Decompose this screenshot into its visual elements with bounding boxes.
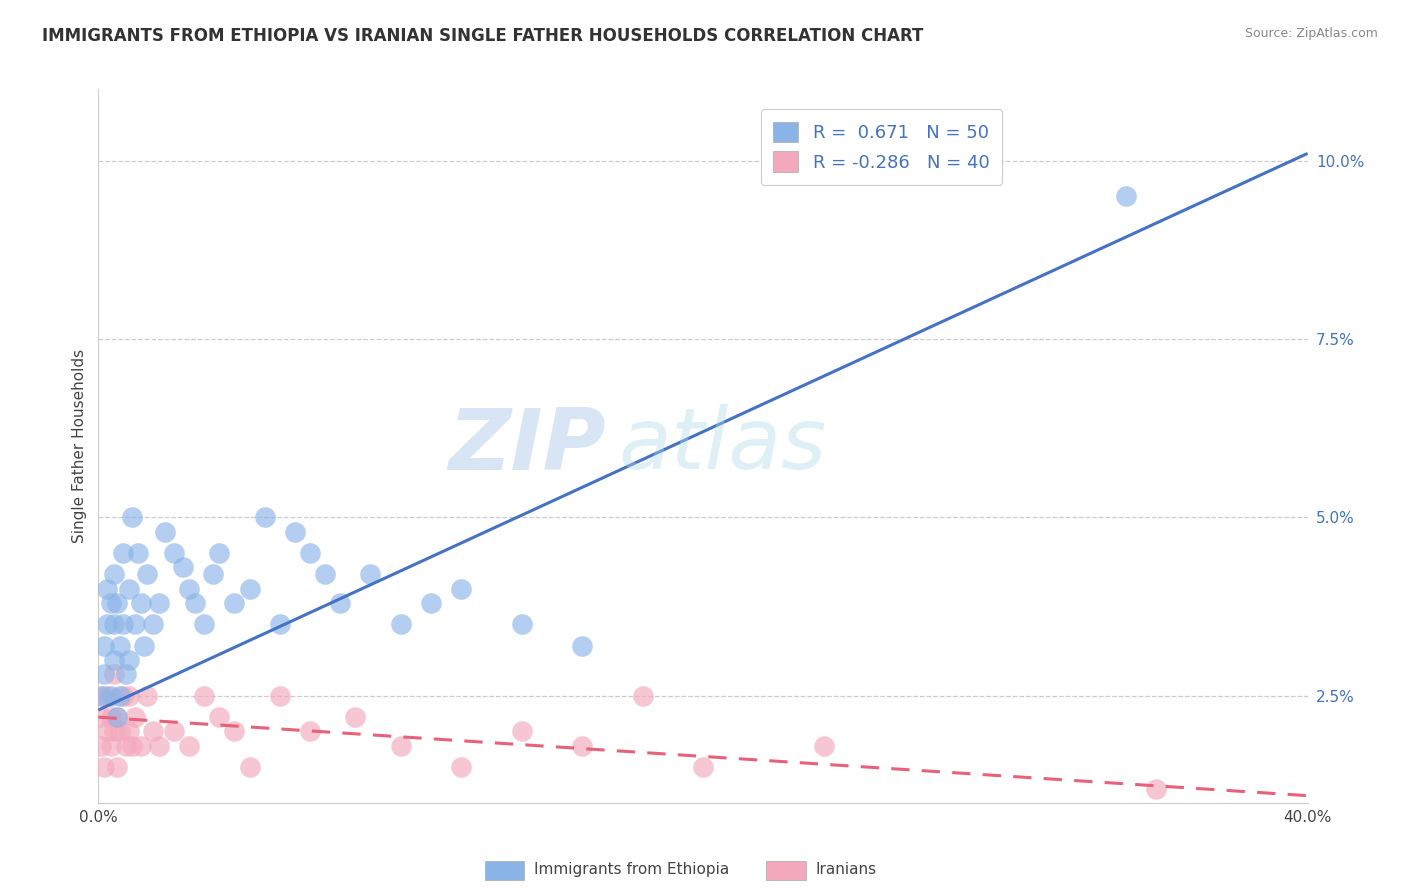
Point (179, 739, 201, 753)
Point (93, 639, 115, 653)
Point (510, 617, 533, 632)
Point (269, 617, 291, 632)
Point (103, 653, 125, 667)
Point (135, 567, 157, 582)
Point (124, 617, 146, 632)
Point (344, 710, 367, 724)
Point (93, 667, 115, 681)
Point (450, 760, 472, 774)
Point (420, 596, 443, 610)
Point (105, 596, 128, 610)
Point (148, 739, 170, 753)
Point (103, 667, 125, 681)
Text: Source: ZipAtlas.com: Source: ZipAtlas.com (1244, 27, 1378, 40)
Point (571, 739, 593, 753)
Text: ZIP: ZIP (449, 404, 606, 488)
Point (96, 689, 118, 703)
Point (111, 546, 134, 560)
Point (108, 724, 131, 739)
Point (96, 617, 118, 632)
Point (510, 724, 533, 739)
Point (90, 689, 112, 703)
Point (360, 567, 382, 582)
Point (269, 689, 291, 703)
Point (193, 689, 215, 703)
Point (571, 639, 593, 653)
Point (100, 710, 122, 724)
Point (142, 724, 165, 739)
Point (100, 596, 122, 610)
Point (631, 689, 654, 703)
Point (184, 596, 207, 610)
Point (105, 710, 128, 724)
Point (284, 524, 307, 539)
Point (179, 582, 201, 596)
Point (121, 739, 143, 753)
Point (108, 689, 131, 703)
Text: IMMIGRANTS FROM ETHIOPIA VS IRANIAN SINGLE FATHER HOUSEHOLDS CORRELATION CHART: IMMIGRANTS FROM ETHIOPIA VS IRANIAN SING… (42, 27, 924, 45)
Point (114, 667, 136, 681)
Point (118, 689, 141, 703)
Point (103, 724, 125, 739)
Point (127, 546, 149, 560)
Point (239, 582, 262, 596)
Point (208, 546, 231, 560)
Point (111, 617, 134, 632)
Point (208, 710, 231, 724)
Text: atlas: atlas (619, 404, 827, 488)
Point (105, 710, 128, 724)
Point (132, 639, 155, 653)
Point (129, 596, 152, 610)
Legend: R =  0.671   N = 50, R = -0.286   N = 40: R = 0.671 N = 50, R = -0.286 N = 40 (761, 109, 1002, 185)
Point (118, 653, 141, 667)
Point (163, 546, 186, 560)
Point (148, 596, 170, 610)
Point (1115, 189, 1137, 203)
Point (314, 567, 336, 582)
Point (114, 739, 136, 753)
Point (193, 617, 215, 632)
Text: Iranians: Iranians (815, 863, 876, 877)
Text: Immigrants from Ethiopia: Immigrants from Ethiopia (534, 863, 730, 877)
Point (96, 724, 118, 739)
Point (111, 689, 134, 703)
Point (253, 510, 276, 524)
Point (93, 760, 115, 774)
Point (129, 739, 152, 753)
Point (1144, 781, 1167, 796)
Point (389, 617, 412, 632)
Point (103, 617, 125, 632)
Point (124, 710, 146, 724)
Point (692, 760, 714, 774)
Point (202, 567, 225, 582)
Y-axis label: Single Father Households: Single Father Households (72, 349, 87, 543)
Point (96, 582, 118, 596)
Point (153, 524, 176, 539)
Point (135, 689, 157, 703)
Point (100, 739, 122, 753)
Point (100, 689, 122, 703)
Point (93, 689, 115, 703)
Point (142, 617, 165, 632)
Point (224, 596, 246, 610)
Point (329, 596, 352, 610)
Point (118, 724, 141, 739)
Point (389, 739, 412, 753)
Point (224, 724, 246, 739)
Point (163, 724, 186, 739)
Point (239, 760, 262, 774)
Point (299, 724, 322, 739)
Point (813, 739, 835, 753)
Point (172, 560, 194, 574)
Point (450, 582, 472, 596)
Point (121, 510, 143, 524)
Point (118, 582, 141, 596)
Point (90, 739, 112, 753)
Point (90, 710, 112, 724)
Point (103, 567, 125, 582)
Point (105, 760, 128, 774)
Point (299, 546, 322, 560)
Point (108, 639, 131, 653)
